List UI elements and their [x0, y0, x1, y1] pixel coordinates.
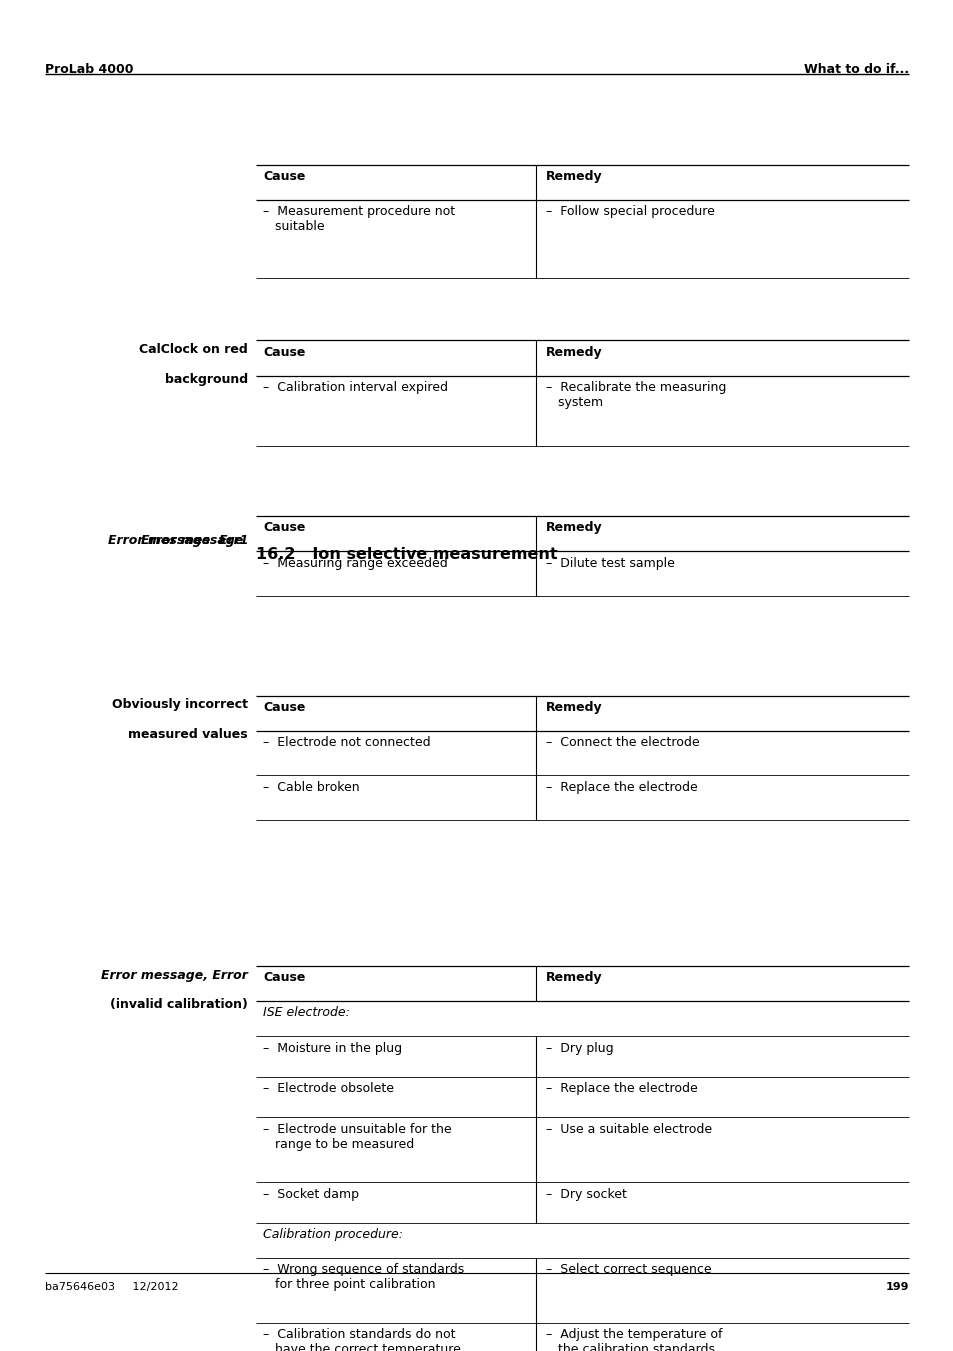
Text: –  Adjust the temperature of
   the calibration standards: – Adjust the temperature of the calibrat… — [545, 1328, 721, 1351]
Text: Cause: Cause — [263, 521, 305, 535]
Text: –  Connect the electrode: – Connect the electrode — [545, 736, 699, 750]
Text: measured values: measured values — [129, 728, 248, 742]
Text: –  Select correct sequence: – Select correct sequence — [545, 1263, 711, 1277]
Text: –  Use a suitable electrode: – Use a suitable electrode — [545, 1123, 711, 1136]
Text: –  Socket damp: – Socket damp — [263, 1188, 359, 1201]
Text: –  Replace the electrode: – Replace the electrode — [545, 781, 697, 794]
Text: ISE electrode:: ISE electrode: — [263, 1006, 350, 1020]
Text: What to do if...: What to do if... — [803, 63, 908, 76]
Text: –  Calibration standards do not
   have the correct temperature
   (max. ± 2 °C : – Calibration standards do not have the … — [263, 1328, 480, 1351]
Text: –  Electrode unsuitable for the
   range to be measured: – Electrode unsuitable for the range to … — [263, 1123, 452, 1151]
Text: Cause: Cause — [263, 701, 305, 715]
Text: Remedy: Remedy — [545, 346, 601, 359]
Text: background: background — [165, 373, 248, 386]
Text: Remedy: Remedy — [545, 701, 601, 715]
Text: Remedy: Remedy — [545, 521, 601, 535]
Text: –  Dry socket: – Dry socket — [545, 1188, 626, 1201]
Text: –  Moisture in the plug: – Moisture in the plug — [263, 1042, 402, 1055]
Text: CalClock on red: CalClock on red — [139, 343, 248, 357]
Text: –  Wrong sequence of standards
   for three point calibration: – Wrong sequence of standards for three … — [263, 1263, 464, 1292]
Text: Calibration procedure:: Calibration procedure: — [263, 1228, 403, 1242]
Text: –  Measurement procedure not
   suitable: – Measurement procedure not suitable — [263, 205, 455, 234]
Text: Remedy: Remedy — [545, 170, 601, 184]
Text: ProLab 4000: ProLab 4000 — [45, 63, 133, 76]
Text: –  Dry plug: – Dry plug — [545, 1042, 613, 1055]
Text: Error message, Error: Error message, Error — [101, 969, 248, 982]
Text: Cause: Cause — [263, 971, 305, 985]
Text: –  Recalibrate the measuring
   system: – Recalibrate the measuring system — [545, 381, 725, 409]
Text: Remedy: Remedy — [545, 971, 601, 985]
Text: Error message  Err1: Error message Err1 — [108, 534, 248, 547]
Text: Cause: Cause — [263, 170, 305, 184]
Text: –  Measuring range exceeded: – Measuring range exceeded — [263, 557, 448, 570]
Text: –  Electrode obsolete: – Electrode obsolete — [263, 1082, 394, 1096]
Text: –  Cable broken: – Cable broken — [263, 781, 359, 794]
Text: –  Dilute test sample: – Dilute test sample — [545, 557, 674, 570]
Text: Obviously incorrect: Obviously incorrect — [112, 698, 248, 712]
Text: 16.2   Ion selective measurement: 16.2 Ion selective measurement — [255, 547, 557, 562]
Text: –  Replace the electrode: – Replace the electrode — [545, 1082, 697, 1096]
Text: –  Follow special procedure: – Follow special procedure — [545, 205, 714, 219]
Text: Error message: Error message — [141, 534, 248, 547]
Text: (invalid calibration): (invalid calibration) — [110, 998, 248, 1012]
Text: ba75646e03     12/2012: ba75646e03 12/2012 — [45, 1282, 178, 1292]
Text: –  Electrode not connected: – Electrode not connected — [263, 736, 431, 750]
Text: –  Calibration interval expired: – Calibration interval expired — [263, 381, 448, 394]
Text: 199: 199 — [884, 1282, 908, 1292]
Text: Cause: Cause — [263, 346, 305, 359]
